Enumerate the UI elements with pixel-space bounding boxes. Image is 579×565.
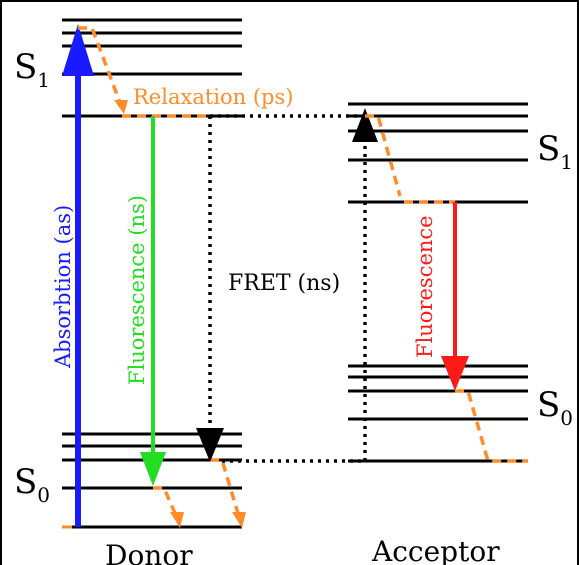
- donor-fluorescence-label: Fluorescence (ns): [125, 195, 149, 385]
- acceptor-s0-levels: [348, 364, 528, 463]
- donor-name-label: Donor: [105, 539, 193, 565]
- donor-s0-relaxation-path: [153, 458, 242, 521]
- absorption-arrow: [62, 24, 94, 527]
- donor-s0-relaxation-arrowhead-1: [170, 512, 184, 528]
- donor-relaxation-arrowhead: [114, 100, 128, 114]
- acceptor-s0-relaxation-path: [455, 389, 528, 463]
- acceptor-s0-label: S0: [537, 385, 573, 430]
- acceptor-s1-label: S1: [537, 129, 573, 174]
- relaxation-label: Relaxation (ps): [133, 85, 293, 109]
- acceptor-fluorescence-arrow: [441, 202, 469, 391]
- absorption-label: Absorbtion (as): [51, 205, 75, 369]
- donor-s1-label: S1: [14, 47, 50, 92]
- donor-fluorescence-arrow: [140, 116, 166, 486]
- donor-relaxation-path: [78, 26, 210, 118]
- acceptor-fluorescence-label: Fluorescence: [413, 215, 437, 358]
- fret-label: FRET (ns): [228, 271, 340, 296]
- acceptor-s1-relaxation-path: [365, 114, 455, 204]
- donor-s0-relaxation-arrowhead-2: [232, 512, 246, 528]
- donor-s0-label: S0: [14, 462, 50, 507]
- fret-acceptor-arrow: [352, 108, 378, 461]
- acceptor-name-label: Acceptor: [371, 535, 500, 565]
- fret-donor-arrow: [196, 116, 224, 462]
- acceptor-s1-levels: [348, 102, 528, 204]
